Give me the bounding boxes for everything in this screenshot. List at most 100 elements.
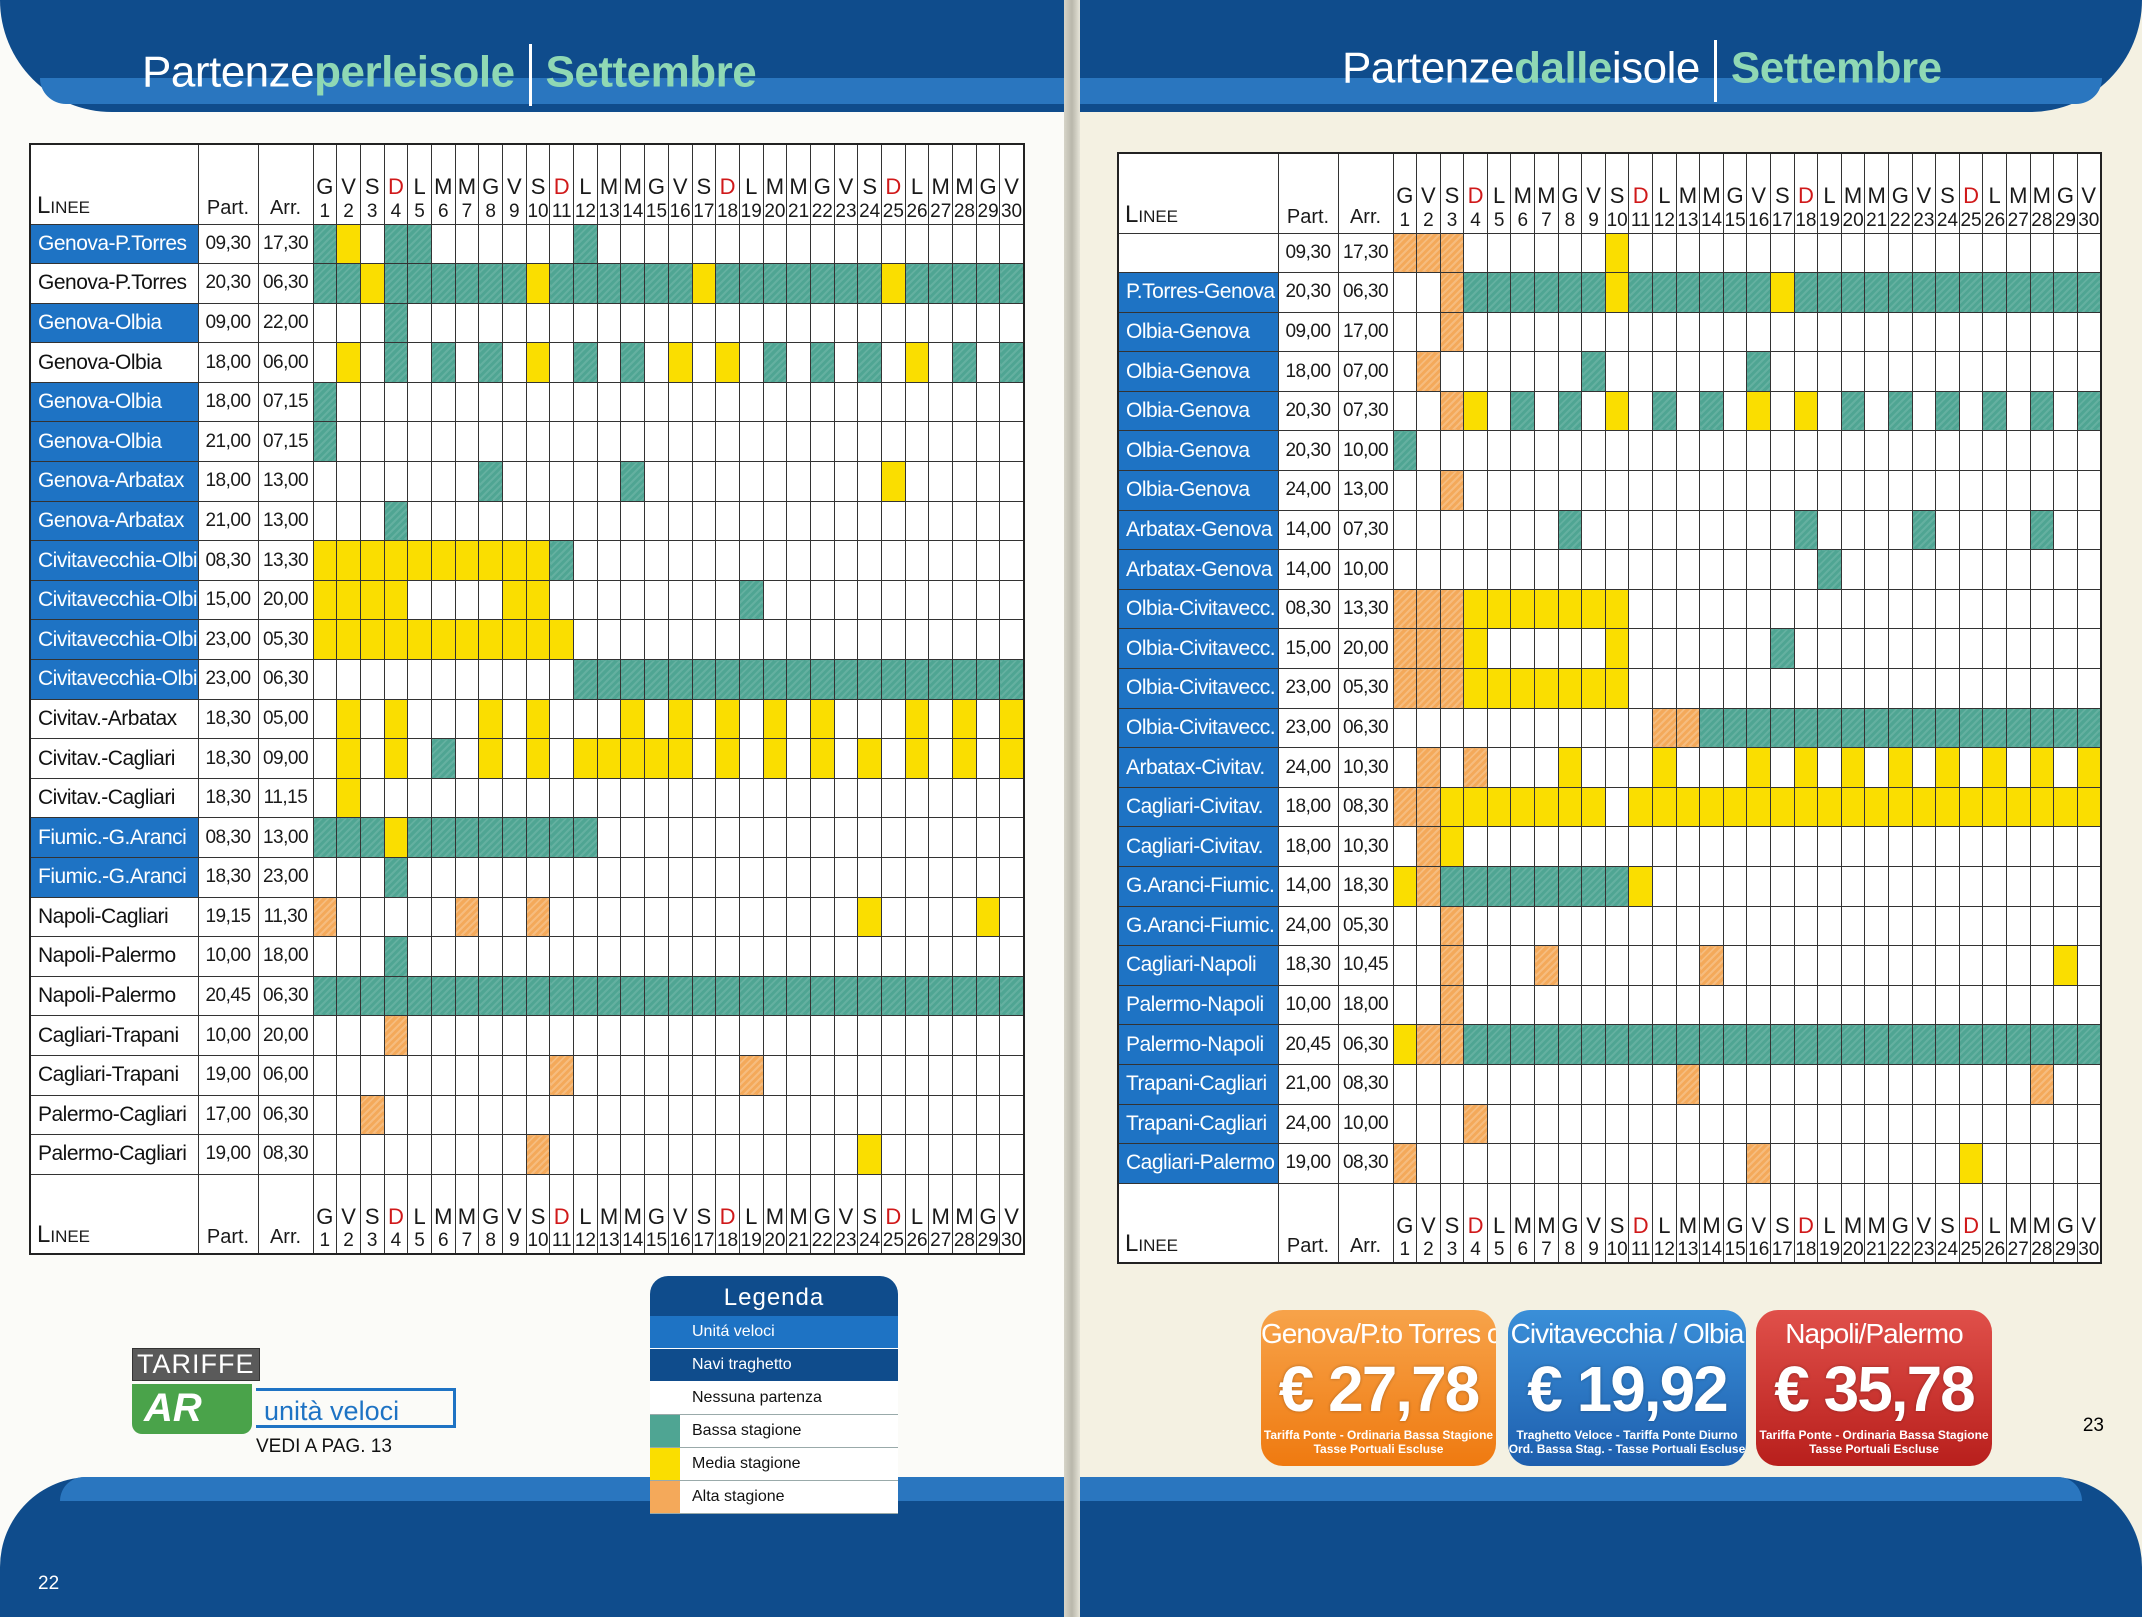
table-row: 09,30 17,30: [1117, 232, 2102, 274]
day-cell: [975, 659, 1001, 700]
day-cell: [1675, 707, 1701, 749]
route-name: Olbia-Genova: [1117, 351, 1279, 392]
day-cell: [715, 461, 740, 502]
day-cell: [762, 777, 788, 819]
day-cell: [2053, 549, 2078, 590]
day-cell: [359, 1094, 385, 1136]
departure-time: 18,30: [197, 857, 259, 898]
day-cell: [1581, 1103, 1606, 1145]
day-cell: [809, 1054, 835, 1096]
day-cell: [2076, 351, 2102, 392]
day-cell: [430, 1015, 456, 1056]
day-cell: [454, 381, 480, 423]
table-row: Cagliari-Trapani 10,00 20,00: [29, 1015, 1025, 1056]
day-header: S 24: [1935, 1182, 1960, 1264]
day-cell: [1817, 232, 1842, 274]
day-cell: [1722, 905, 1748, 947]
day-cell: [904, 540, 930, 581]
day-cell: [336, 619, 361, 661]
day-cell: [644, 1134, 669, 1175]
day-cell: [1628, 311, 1654, 353]
day-cell: [1628, 232, 1654, 274]
day-cell: [1699, 905, 1724, 947]
day-cell: [1392, 866, 1418, 907]
header-part: Part.: [197, 143, 259, 225]
route-name: Olbia-Genova: [1117, 470, 1279, 511]
day-cell: [881, 1134, 906, 1175]
day-cell: [1864, 351, 1889, 392]
day-cell: [738, 896, 764, 938]
day-cell: [1935, 707, 1960, 749]
day-header: M 13: [596, 1173, 622, 1255]
day-cell: [904, 659, 930, 700]
day-cell: [1958, 628, 1984, 670]
day-cell: [857, 936, 882, 977]
day-cell: [904, 302, 930, 344]
day-cell: [1770, 984, 1795, 1026]
day-cell: [644, 579, 669, 621]
table-row: G.Aranci-Fiumic. 24,00 05,30: [1117, 905, 2102, 947]
day-cell: [407, 698, 432, 740]
day-cell: [1840, 1024, 1866, 1065]
day-cell: [478, 381, 503, 423]
day-cell: [975, 540, 1001, 581]
day-cell: [1652, 984, 1677, 1026]
day-header: M 14: [620, 1173, 646, 1255]
day-cell: [1675, 747, 1701, 788]
day-cell: [691, 1015, 717, 1056]
day-cell: [786, 698, 811, 740]
day-cell: [2029, 984, 2055, 1026]
day-cell: [1958, 945, 1984, 986]
day-cell: [478, 1134, 503, 1175]
day-cell: [1486, 311, 1512, 353]
day-cell: [383, 1094, 409, 1136]
day-cell: [1557, 707, 1583, 749]
day-cell: [809, 857, 835, 898]
day-cell: [809, 659, 835, 700]
day-cell: [1982, 430, 2007, 472]
day-cell: [1652, 628, 1677, 670]
day-cell: [691, 500, 717, 542]
day-cell: [502, 1134, 527, 1175]
day-cell: [596, 500, 622, 542]
day-header: V 23: [833, 1173, 859, 1255]
day-cell: [502, 1054, 527, 1096]
day-cell: [881, 698, 906, 740]
day-cell: [2053, 509, 2078, 551]
day-cell: [881, 777, 906, 819]
day-cell: [1817, 430, 1842, 472]
day-cell: [2029, 668, 2055, 709]
day-cell: [1793, 866, 1819, 907]
day-cell: [478, 896, 503, 938]
day-cell: [762, 263, 788, 304]
route-name: Civitavecchia-Olbia: [29, 579, 199, 621]
day-cell: [1911, 430, 1937, 472]
day-cell: [573, 1054, 598, 1096]
day-cell: [1958, 984, 1984, 1026]
day-header: S 17: [1770, 1182, 1795, 1264]
day-cell: [383, 381, 409, 423]
day-cell: [2005, 984, 2031, 1026]
day-cell: [2005, 866, 2031, 907]
day-cell: [809, 461, 835, 502]
day-cell: [786, 381, 811, 423]
route-name: Palermo-Cagliari: [29, 1134, 199, 1175]
table-row: Olbia-Genova 20,30 07,30: [1117, 390, 2102, 432]
day-cell: [786, 659, 811, 700]
day-cell: [999, 777, 1025, 819]
route-name: Napoli-Palermo: [29, 975, 199, 1017]
day-cell: [430, 302, 456, 344]
day-cell: [1581, 866, 1606, 907]
day-cell: [975, 936, 1001, 977]
day-cell: [1510, 747, 1536, 788]
day-cell: [359, 461, 385, 502]
day-cell: [691, 223, 717, 265]
day-cell: [502, 777, 527, 819]
day-cell: [857, 263, 882, 304]
day-cell: [667, 223, 693, 265]
day-cell: [1439, 945, 1465, 986]
day-cell: [952, 263, 977, 304]
day-cell: [1770, 272, 1795, 313]
day-cell: [1652, 1024, 1677, 1065]
